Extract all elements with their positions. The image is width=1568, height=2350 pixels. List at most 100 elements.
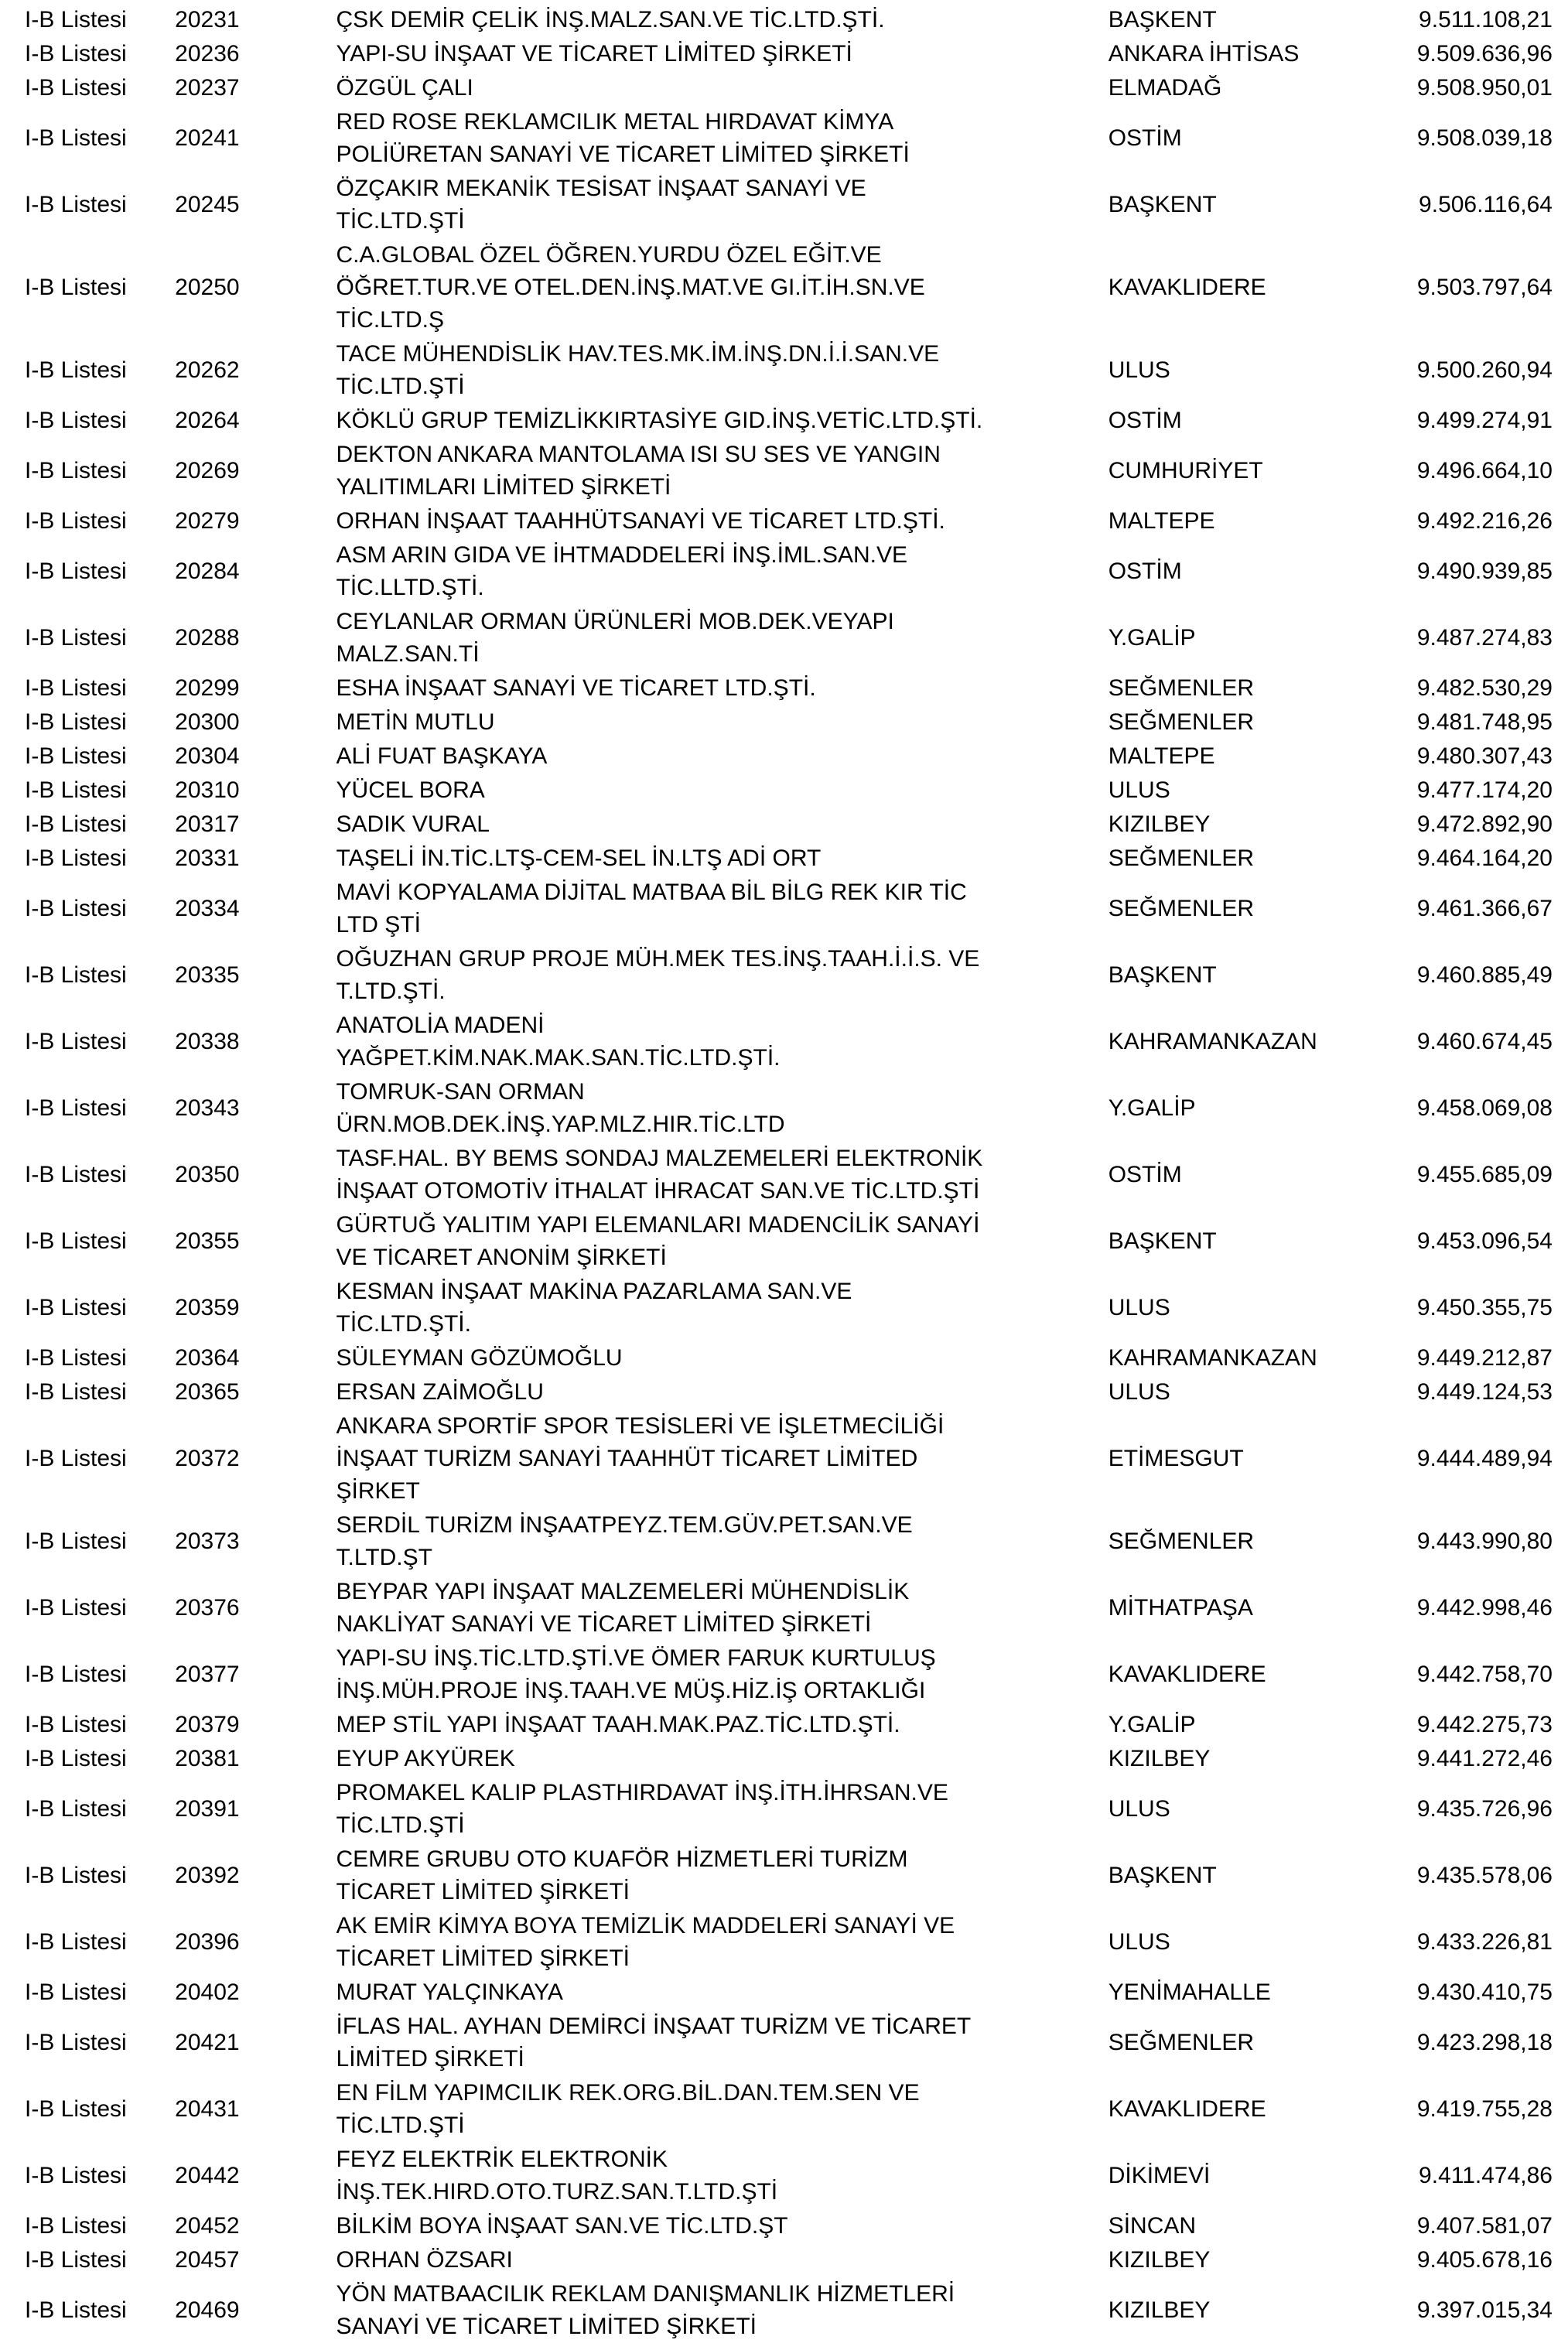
sequence-number-cell: 20350 (175, 1162, 240, 1187)
sequence-number-cell: 20299 (175, 675, 240, 701)
list-type-cell: I-B Listesi (25, 41, 127, 67)
amount-cell: 9.442.275,73 (1416, 1712, 1553, 1737)
amount-cell: 9.506.116,64 (1419, 192, 1553, 217)
tax-office-cell: OSTİM (1108, 1162, 1182, 1187)
sequence-number-cell: 20365 (175, 1379, 240, 1405)
table-row: I-B Listesi 20269 DEKTON ANKARA MANTOLAMA … (25, 438, 1553, 504)
table-row: I-B Listesi 20350 TASF.HAL. BY BEMS SONDAJ… (25, 1142, 1553, 1208)
taxpayer-name-cell: TACE MÜHENDİSLİK HAV.TES.MK.İM.İNŞ.DN.İ.… (336, 341, 940, 399)
amount-cell: 9.449.124,53 (1416, 1379, 1553, 1405)
sequence-number-cell: 20245 (175, 192, 240, 217)
list-type-cell: I-B Listesi (25, 1228, 127, 1254)
taxpayer-name-cell: ORHAN ÖZSARI (336, 2247, 513, 2273)
amount-cell: 9.509.636,96 (1416, 41, 1553, 67)
list-type-cell: I-B Listesi (25, 2213, 127, 2239)
taxpayer-name-cell: ESHA İNŞAAT SANAYİ VE TİCARET LTD.ŞTİ. (336, 675, 816, 701)
amount-cell: 9.460.674,45 (1416, 1029, 1553, 1054)
tax-office-cell: Y.GALİP (1108, 625, 1196, 651)
amount-cell: 9.496.664,10 (1416, 458, 1553, 483)
tax-office-cell: SEĞMENLER (1108, 709, 1255, 735)
amount-cell: 9.461.366,67 (1416, 896, 1553, 921)
table-row: I-B Listesi 20373 SERDİL TURİZM İNŞAATPEYZ… (25, 1508, 1553, 1575)
taxpayer-name-cell: TOMRUK-SAN ORMAN ÜRN.MOB.DEK.İNŞ.YAP.MLZ… (336, 1079, 785, 1137)
list-type-cell: I-B Listesi (25, 896, 127, 921)
table-row: I-B Listesi 20237 ÖZGÜL ÇALI ELMADAĞ 9.508.9… (25, 71, 1553, 105)
table-row: I-B Listesi 20250 C.A.GLOBAL ÖZEL ÖĞREN.YU… (25, 238, 1553, 337)
amount-cell: 9.508.950,01 (1416, 75, 1553, 101)
table-row: I-B Listesi 20245 ÖZÇAKIR MEKANİK TESİSAT … (25, 172, 1553, 238)
sequence-number-cell: 20284 (175, 558, 240, 584)
table-row: I-B Listesi 20335 OĞUZHAN GRUP PROJE MÜH.M… (25, 942, 1553, 1009)
amount-cell: 9.433.226,81 (1416, 1929, 1553, 1955)
table-row: I-B Listesi 20379 MEP STİL YAPI İNŞAAT TAA… (25, 1708, 1553, 1742)
list-type-cell: I-B Listesi (25, 458, 127, 483)
amount-cell: 9.492.216,26 (1416, 508, 1553, 534)
tax-office-cell: KAHRAMANKAZAN (1108, 1345, 1317, 1371)
list-type-cell: I-B Listesi (25, 1529, 127, 1554)
tax-office-cell: ULUS (1108, 1379, 1170, 1405)
table-row: I-B Listesi 20343 TOMRUK-SAN ORMAN ÜRN.MOB… (25, 1075, 1553, 1142)
amount-cell: 9.423.298,18 (1416, 2030, 1553, 2055)
list-type-cell: I-B Listesi (25, 1095, 127, 1121)
sequence-number-cell: 20391 (175, 1796, 240, 1822)
amount-cell: 9.481.748,95 (1416, 709, 1553, 735)
list-type-cell: I-B Listesi (25, 2297, 127, 2323)
tax-office-cell: BAŞKENT (1108, 1228, 1217, 1254)
taxpayer-name-cell: RED ROSE REKLAMCILIK METAL HIRDAVAT KİMY… (336, 109, 910, 167)
taxpayer-name-cell: TASF.HAL. BY BEMS SONDAJ MALZEMELERİ ELE… (336, 1146, 983, 1204)
sequence-number-cell: 20237 (175, 75, 240, 101)
amount-cell: 9.407.581,07 (1416, 2213, 1553, 2239)
table-row: I-B Listesi 20304 ALİ FUAT BAŞKAYA MALTEPE 9… (25, 739, 1553, 774)
table-row: I-B Listesi 20396 AK EMİR KİMYA BOYA TEMİZ… (25, 1909, 1553, 1976)
table-row: I-B Listesi 20241 RED ROSE REKLAMCILIK MET… (25, 105, 1553, 172)
tax-office-cell: ETİMESGUT (1108, 1446, 1244, 1471)
amount-cell: 9.442.998,46 (1416, 1595, 1553, 1621)
taxpayer-name-cell: YÖN MATBAACILIK REKLAM DANIŞMANLIK HİZME… (336, 2281, 955, 2339)
tax-office-cell: ULUS (1108, 777, 1170, 803)
tax-office-cell: KIZILBEY (1108, 1746, 1211, 1771)
list-type-cell: I-B Listesi (25, 962, 127, 988)
list-type-cell: I-B Listesi (25, 2030, 127, 2055)
tax-office-cell: DİKİMEVİ (1108, 2163, 1211, 2188)
sequence-number-cell: 20310 (175, 777, 240, 803)
list-type-cell: I-B Listesi (25, 1712, 127, 1737)
amount-cell: 9.480.307,43 (1416, 743, 1553, 769)
table-row: I-B Listesi 20338 ANATOLİA MADENİ YAĞPET.K… (25, 1009, 1553, 1075)
taxpayer-name-cell: CEMRE GRUBU OTO KUAFÖR HİZMETLERİ TURİZM… (336, 1846, 908, 1904)
table-row: I-B Listesi 20431 EN FİLM YAPIMCILIK REK.O… (25, 2076, 1553, 2143)
list-type-cell: I-B Listesi (25, 1863, 127, 1888)
table-row: I-B Listesi 20284 ASM ARIN GIDA VE İHTMADD… (25, 538, 1553, 605)
tax-office-cell: OSTİM (1108, 558, 1182, 584)
tax-office-cell: CUMHURİYET (1108, 458, 1263, 483)
amount-cell: 9.472.892,90 (1416, 811, 1553, 837)
taxpayer-name-cell: TAŞELİ İN.TİC.LTŞ-CEM-SEL İN.LTŞ ADİ ORT (336, 845, 822, 871)
list-type-cell: I-B Listesi (25, 75, 127, 101)
amount-cell: 9.487.274,83 (1416, 625, 1553, 651)
sequence-number-cell: 20335 (175, 962, 240, 988)
tax-office-cell: YENİMAHALLE (1108, 1979, 1271, 2005)
table-row: I-B Listesi 20300 METİN MUTLU SEĞMENLER 9.48… (25, 705, 1553, 739)
taxpayer-name-cell: METİN MUTLU (336, 709, 495, 735)
sequence-number-cell: 20379 (175, 1712, 240, 1737)
taxpayer-name-cell: FEYZ ELEKTRİK ELEKTRONİK İNŞ.TEK.HIRD.OT… (336, 2147, 778, 2205)
sequence-number-cell: 20304 (175, 743, 240, 769)
sequence-number-cell: 20236 (175, 41, 240, 67)
taxpayer-name-cell: YAPI-SU İNŞ.TİC.LTD.ŞTİ.VE ÖMER FARUK KU… (336, 1645, 936, 1703)
amount-cell: 9.444.489,94 (1416, 1446, 1553, 1471)
tax-office-cell: Y.GALİP (1108, 1712, 1196, 1737)
tax-office-cell: KAVAKLIDERE (1108, 2096, 1266, 2122)
table-row: I-B Listesi 20310 YÜCEL BORA ULUS 9.477.174,… (25, 774, 1553, 808)
taxpayer-name-cell: C.A.GLOBAL ÖZEL ÖĞREN.YURDU ÖZEL EĞİT.VE… (336, 242, 925, 333)
sequence-number-cell: 20288 (175, 625, 240, 651)
sequence-number-cell: 20331 (175, 845, 240, 871)
amount-cell: 9.449.212,87 (1416, 1345, 1553, 1371)
taxpayer-name-cell: ANKARA SPORTİF SPOR TESİSLERİ VE İŞLETME… (336, 1413, 945, 1504)
list-type-cell: I-B Listesi (25, 1746, 127, 1771)
amount-cell: 9.441.272,46 (1416, 1746, 1553, 1771)
list-type-cell: I-B Listesi (25, 1662, 127, 1687)
table-row: I-B Listesi 20442 FEYZ ELEKTRİK ELEKTRONİK… (25, 2143, 1553, 2209)
amount-cell: 9.430.410,75 (1416, 1979, 1553, 2005)
tax-office-cell: ULUS (1108, 357, 1170, 383)
sequence-number-cell: 20250 (175, 275, 240, 300)
